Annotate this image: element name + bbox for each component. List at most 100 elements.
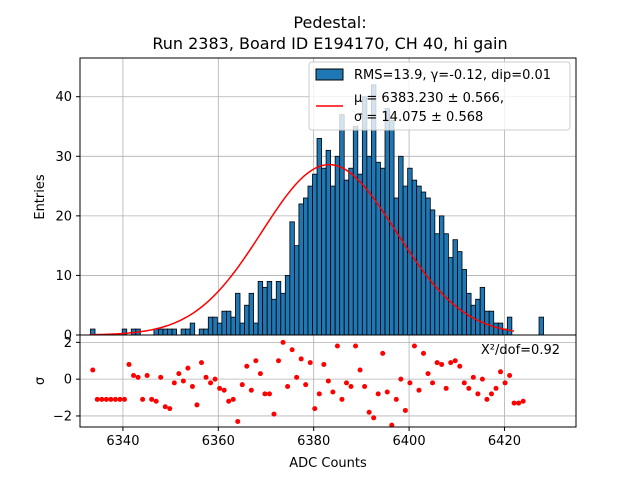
residual-point	[520, 398, 526, 404]
histogram-bar	[203, 328, 209, 336]
histogram-bar	[289, 221, 295, 336]
main-y-tick-label: 20	[55, 209, 72, 224]
residual-point	[262, 391, 268, 397]
histogram-bar	[493, 322, 499, 336]
histogram-bar	[180, 328, 187, 336]
histogram-bar	[339, 114, 345, 336]
main-y-tick-label: 30	[55, 150, 72, 165]
histogram-bar	[303, 197, 309, 336]
residual-point	[402, 407, 408, 413]
histogram-bar	[438, 215, 445, 336]
histogram-bar	[198, 328, 205, 336]
residual-points	[90, 339, 526, 428]
residual-point	[149, 396, 155, 402]
histogram-bar	[293, 245, 300, 336]
main-y-tick-label: 10	[55, 269, 72, 284]
histogram-bar	[307, 185, 313, 336]
residual-point	[153, 398, 159, 404]
histogram-bar	[452, 239, 458, 336]
histogram-bar	[271, 298, 277, 336]
residual-point	[434, 360, 440, 366]
histogram-bar	[266, 280, 273, 336]
histogram-bar	[343, 179, 350, 336]
histogram-bar	[361, 96, 368, 336]
histogram-bar	[393, 197, 399, 336]
residual-point	[366, 409, 372, 415]
residual-point	[443, 385, 449, 391]
gaussian-fit-curve	[89, 163, 515, 336]
residual-point	[253, 358, 259, 364]
residual-point	[479, 376, 485, 382]
residual-point	[103, 396, 109, 402]
residual-point	[493, 385, 499, 391]
histogram-bar	[321, 167, 327, 336]
residual-point	[126, 361, 132, 367]
histogram-bar	[334, 155, 341, 336]
residual-point	[289, 347, 295, 353]
x-tick-label: 6400	[393, 434, 426, 449]
residual-point	[416, 387, 422, 393]
x-tick-label: 6380	[297, 434, 330, 449]
legend-box	[308, 61, 571, 131]
residual-point	[425, 371, 431, 377]
residual-point	[325, 378, 331, 384]
residual-point	[312, 406, 318, 412]
residual-point	[276, 358, 282, 364]
residual-point	[303, 382, 309, 388]
residual-point	[94, 396, 100, 402]
residual-point	[339, 396, 345, 402]
residual-point	[511, 400, 517, 406]
x-tick-label: 6420	[488, 434, 521, 449]
residual-point	[321, 361, 327, 367]
residual-point	[198, 360, 204, 366]
residual-point	[484, 396, 490, 402]
residual-point	[294, 374, 300, 380]
histogram-bar	[434, 233, 440, 336]
residual-point	[348, 384, 354, 390]
histogram-bar	[207, 316, 214, 336]
residual-point	[203, 374, 209, 380]
residual-point	[248, 387, 254, 393]
residual-point	[461, 380, 467, 386]
residual-point	[135, 374, 141, 380]
residual-point	[285, 384, 291, 390]
residual-point	[189, 384, 195, 390]
residual-x-ticks: 6340 6360 6380 6400 6420	[106, 427, 521, 449]
histogram-bar	[475, 298, 481, 336]
residual-point	[158, 374, 164, 380]
residual-point	[239, 382, 245, 388]
histogram-bar	[248, 292, 254, 336]
main-y-ticks: 0 10 20 30 40	[55, 90, 80, 344]
histogram-bar	[420, 191, 427, 336]
residual-point	[230, 396, 236, 402]
residual-point	[140, 396, 146, 402]
residual-point	[117, 396, 123, 402]
residual-point	[516, 400, 522, 406]
histogram-bar	[457, 251, 463, 336]
x-axis-label: ADC Counts	[289, 456, 367, 471]
histogram-bar	[402, 185, 409, 336]
residual-point	[466, 385, 472, 391]
histogram-bar	[167, 328, 173, 336]
legend-fit-label-line1: μ = 6383.230 ± 0.566,	[354, 91, 504, 106]
histogram-bar	[162, 328, 168, 336]
residual-point	[112, 396, 118, 402]
residual-point	[375, 391, 381, 397]
residual-point	[90, 367, 96, 373]
histogram-bar	[488, 310, 495, 336]
chart-title-line2: Run 2383, Board ID E194170, CH 40, hi ga…	[152, 34, 507, 53]
residual-point	[257, 371, 263, 377]
legend-fit-label-line2: σ = 14.075 ± 0.568	[354, 110, 483, 125]
histogram-bar	[275, 280, 282, 336]
residual-point	[421, 350, 427, 356]
residual-point	[266, 391, 272, 397]
histogram-bar	[257, 280, 264, 336]
histogram-bar	[280, 292, 286, 336]
histogram-bar	[244, 304, 250, 336]
histogram-bar	[239, 322, 245, 336]
histogram-bar	[352, 126, 359, 336]
histogram-bar	[230, 316, 236, 336]
histogram-bar	[448, 257, 454, 336]
residual-point	[212, 376, 218, 382]
